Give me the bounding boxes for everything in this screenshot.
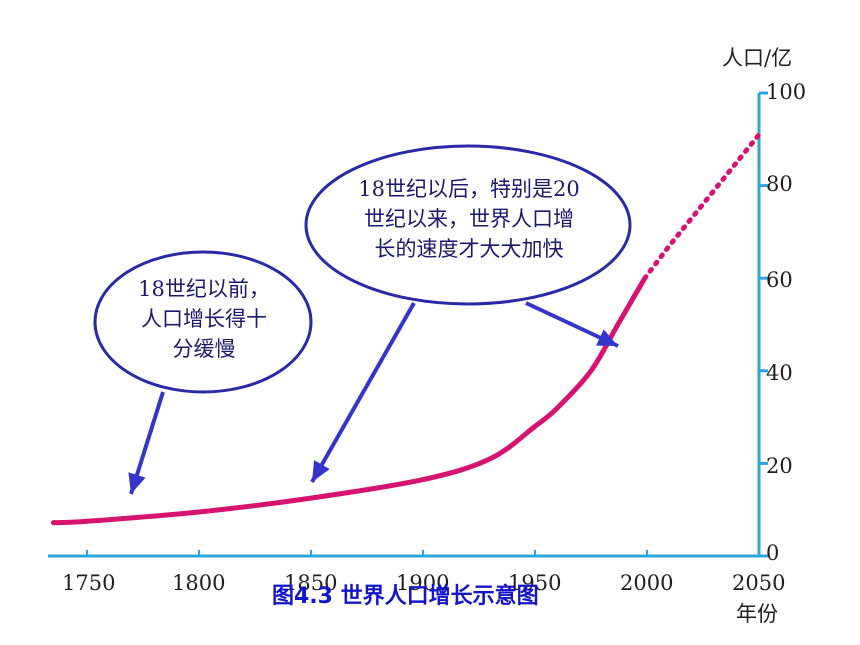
- x-axis-label: 年份: [736, 602, 778, 626]
- y-tick-label: 100: [766, 80, 807, 104]
- x-tick-label: 1900: [396, 571, 450, 595]
- population-curve-line: [50, 275, 648, 526]
- x-tick-label: 1950: [508, 571, 562, 595]
- annotation-right-line: 世纪以来，世界人口增: [364, 207, 574, 231]
- arrow-post-1800: [310, 302, 416, 483]
- x-tick-label: 1800: [172, 571, 226, 595]
- y-axis-label: 人口/亿: [722, 46, 793, 70]
- annotation-right-line: 18世纪以后，特别是20: [358, 177, 580, 201]
- population-projection-dotted-line: [642, 132, 762, 281]
- annotation-left-line: 18世纪以前，: [138, 277, 270, 301]
- arrow-post-1800-head: [312, 460, 330, 482]
- annotation-left-line: 分缓慢: [172, 337, 236, 361]
- annotation-left-line: 人口增长得十: [141, 307, 267, 331]
- y-tick-label: 0: [766, 541, 780, 565]
- x-tick-label: 1750: [62, 571, 116, 595]
- annotation-left-bubble: [93, 250, 313, 394]
- x-tick-label: 2000: [620, 571, 674, 595]
- x-tick-label: 1850: [284, 571, 338, 595]
- y-tick-label: 60: [766, 268, 793, 292]
- chart-caption: 图4.3 世界人口增长示意图: [272, 584, 539, 609]
- y-tick-label: 80: [766, 172, 793, 196]
- x-tick-label: 2050: [732, 571, 786, 595]
- y-tick-label: 40: [766, 361, 793, 385]
- annotation-right-text: 18世纪以后，特别是20 世纪以来，世界人口增 长的速度才大大加快: [310, 174, 628, 264]
- annotation-right-line: 长的速度才大大加快: [374, 237, 564, 261]
- arrow-20th-century-head: [596, 329, 618, 346]
- y-tick-label: 20: [766, 454, 793, 478]
- annotation-left-text: 18世纪以前， 人口增长得十 分缓慢: [98, 274, 310, 364]
- arrow-pre-1800-head: [128, 472, 146, 494]
- annotation-right-bubble: [304, 144, 632, 306]
